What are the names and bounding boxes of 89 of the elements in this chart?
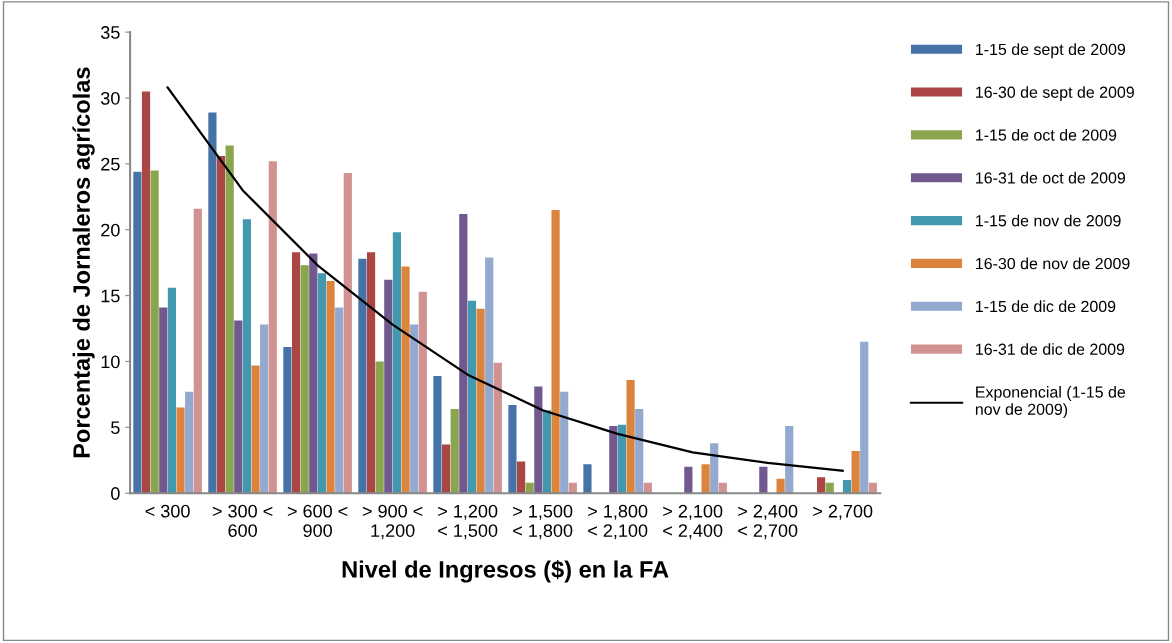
bar <box>309 253 318 494</box>
legend-label: 1-15 de nov de 2009 <box>976 214 1121 227</box>
bar <box>701 464 710 494</box>
bar <box>260 324 269 494</box>
bar <box>167 287 177 494</box>
bar <box>485 257 494 494</box>
bar <box>384 279 393 494</box>
legend-label: 1-15 de sept de 2009 <box>976 43 1126 59</box>
bar <box>343 173 352 494</box>
bar <box>268 161 277 494</box>
y-axis-title: Porcentaje de Jornaleros agrícolas <box>72 67 95 458</box>
bar <box>441 444 451 494</box>
bar <box>176 407 185 494</box>
bar <box>133 171 142 494</box>
y-tick-label: 5 <box>111 421 120 435</box>
bar <box>635 408 644 494</box>
bar <box>335 307 344 494</box>
bar <box>551 209 560 494</box>
y-tick-label: 10 <box>101 355 120 369</box>
bar <box>684 466 693 494</box>
y-tick-label: 20 <box>101 223 120 237</box>
x-axis-title: Nivel de Ingresos ($) en la FA <box>342 560 669 583</box>
y-tick-label: 0 <box>111 487 120 500</box>
bar <box>225 145 234 494</box>
bar <box>300 265 309 494</box>
bar <box>410 324 419 494</box>
bar <box>617 424 627 494</box>
y-tick-label: 15 <box>101 289 120 303</box>
bar <box>450 408 459 494</box>
y-tick-label: 30 <box>100 91 120 105</box>
x-tick-label: > 1,200 < 1,500 <box>438 504 498 540</box>
bar <box>392 232 402 494</box>
bar <box>516 461 526 494</box>
x-tick-label: < 300 <box>145 504 190 518</box>
bar <box>759 466 768 494</box>
bar <box>216 155 226 494</box>
bar <box>542 410 552 494</box>
y-tick-label: 25 <box>101 157 120 171</box>
bar <box>141 91 151 494</box>
legend-label: 1-15 de oct de 2009 <box>976 128 1117 141</box>
bar <box>159 307 168 494</box>
bar <box>251 365 260 494</box>
legend-label: 16-31 de oct de 2009 <box>976 171 1126 184</box>
bar <box>785 426 794 494</box>
bar <box>467 300 477 494</box>
bar <box>817 477 826 494</box>
x-tick-label: > 1,800 < 2,100 <box>588 504 648 540</box>
bar <box>710 443 719 494</box>
legend-label: 16-30 de nov de 2009 <box>976 257 1130 270</box>
bar <box>401 266 410 494</box>
bar <box>283 346 292 494</box>
y-tick-label: 35 <box>100 26 120 39</box>
bar <box>366 252 376 494</box>
bar <box>326 281 335 494</box>
x-tick-label: > 1,500 < 1,800 <box>513 504 573 540</box>
bar <box>626 379 635 494</box>
bar <box>534 386 543 494</box>
bar <box>193 208 202 494</box>
bar <box>418 291 427 494</box>
x-tick-label: > 2,100 < 2,400 <box>663 504 723 540</box>
x-tick-label: > 300 < 600 <box>212 504 273 537</box>
bar <box>609 426 618 494</box>
bar <box>234 320 243 494</box>
bar <box>583 464 592 494</box>
x-tick-label: > 2,400 < 2,700 <box>738 504 798 540</box>
bar <box>493 362 502 494</box>
bar <box>208 112 217 494</box>
bar <box>560 391 569 494</box>
line-series <box>166 86 844 472</box>
bar <box>375 361 384 494</box>
legend-label: 16-30 de sept de 2009 <box>976 86 1134 102</box>
legend-label: 1-15 de dic de 2009 <box>976 300 1116 313</box>
bar <box>851 451 860 494</box>
x-tick-label: > 900 < 1,200 <box>362 504 423 540</box>
x-tick-label: > 2,700 <box>813 504 873 520</box>
bar <box>291 252 301 494</box>
bar <box>433 375 442 494</box>
bar <box>317 273 327 494</box>
bar <box>860 341 869 494</box>
legend-label: Exponencial (1-15 de nov de 2009) <box>975 386 1126 419</box>
bar <box>185 391 194 494</box>
bar <box>476 308 485 494</box>
bar <box>150 170 159 494</box>
x-tick-label: > 600 < 900 <box>287 504 348 537</box>
bar <box>459 213 468 494</box>
legend-label: 16-31 de dic de 2009 <box>976 343 1125 355</box>
bar <box>358 258 367 494</box>
bar <box>242 219 252 494</box>
bar <box>508 404 517 494</box>
